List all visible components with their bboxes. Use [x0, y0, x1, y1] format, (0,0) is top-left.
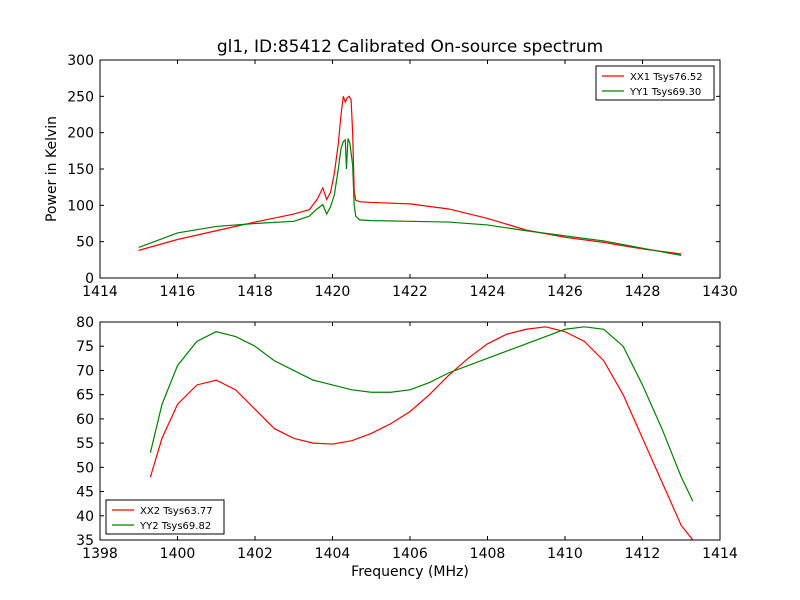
legend: XX2 Tsys63.77 YY2 Tsys69.82	[105, 499, 225, 535]
y-tick-label: 40	[76, 509, 94, 525]
y-tick-label: 45	[76, 485, 94, 501]
y-tick-label: 65	[76, 388, 94, 404]
x-tick-label: 1402	[237, 546, 273, 562]
series-line-1-1	[138, 95, 682, 255]
x-tick-label: 1430	[702, 284, 738, 300]
y-tick-label: 200	[67, 126, 94, 142]
legend-label: XX2 Tsys63.77	[140, 506, 213, 517]
legend: XX1 Tsys76.52 YY1 Tsys69.30	[595, 65, 715, 101]
series-line-2-1	[149, 326, 694, 540]
legend-label: YY2 Tsys69.82	[139, 521, 211, 532]
y-tick-label: 75	[76, 339, 94, 355]
x-tick-label: 1406	[392, 546, 428, 562]
y-tick-label: 100	[67, 198, 94, 214]
series-line-2-2	[149, 326, 694, 502]
y-tick-label: 80	[76, 315, 94, 331]
x-tick-label: 1398	[82, 546, 118, 562]
chart-2: 1398 1400 1402 1404 1406 1408 1410 1412 1414 35 40…	[76, 315, 738, 580]
x-tick-label: 1416	[160, 284, 196, 300]
x-tick-label: 1408	[470, 546, 506, 562]
y-tick-label: 150	[67, 162, 94, 178]
x-tick-label: 1412	[625, 546, 661, 562]
y-tick-label: 50	[76, 460, 94, 476]
x-tick-label: 1414	[82, 284, 118, 300]
y-tick-label: 35	[76, 533, 94, 549]
x-tick-label: 1422	[392, 284, 428, 300]
y-tick-label: 0	[85, 271, 94, 287]
x-tick-label: 1410	[547, 546, 583, 562]
x-tick-label: 1424	[470, 284, 506, 300]
x-tick-label: 1414	[702, 546, 738, 562]
y-tick-label: 60	[76, 412, 94, 428]
y-tick-label: 50	[76, 235, 94, 251]
x-tick-label: 1426	[547, 284, 583, 300]
x-tick-label: 1418	[237, 284, 273, 300]
x-tick-label: 1404	[315, 546, 351, 562]
series-line-1-2	[138, 138, 682, 257]
y-tick-label: 55	[76, 436, 94, 452]
y-tick-label: 300	[67, 53, 94, 69]
legend-label: YY1 Tsys69.30	[629, 87, 701, 98]
x-tick-label: 1420	[315, 284, 351, 300]
legend-label: XX1 Tsys76.52	[630, 72, 703, 83]
figure-title: gl1, ID:85412 Calibrated On-source spect…	[217, 37, 603, 57]
legend-box	[105, 499, 225, 535]
x-tick-label: 1400	[160, 546, 196, 562]
plots-group: 1414 1416 1418 1420 1422 1424 1426 1428 14300501…	[44, 53, 738, 580]
legend-box	[595, 65, 715, 101]
x-tick-label: 1428	[625, 284, 661, 300]
x-axis-label: Frequency (MHz)	[351, 564, 469, 580]
y-axis-label: Power in Kelvin	[44, 116, 60, 222]
y-tick-label: 70	[76, 363, 94, 379]
chart-1: 1414 1416 1418 1420 1422 1424 1426 1428 1430 0 50 1…	[44, 53, 738, 300]
y-tick-label: 250	[67, 89, 94, 105]
